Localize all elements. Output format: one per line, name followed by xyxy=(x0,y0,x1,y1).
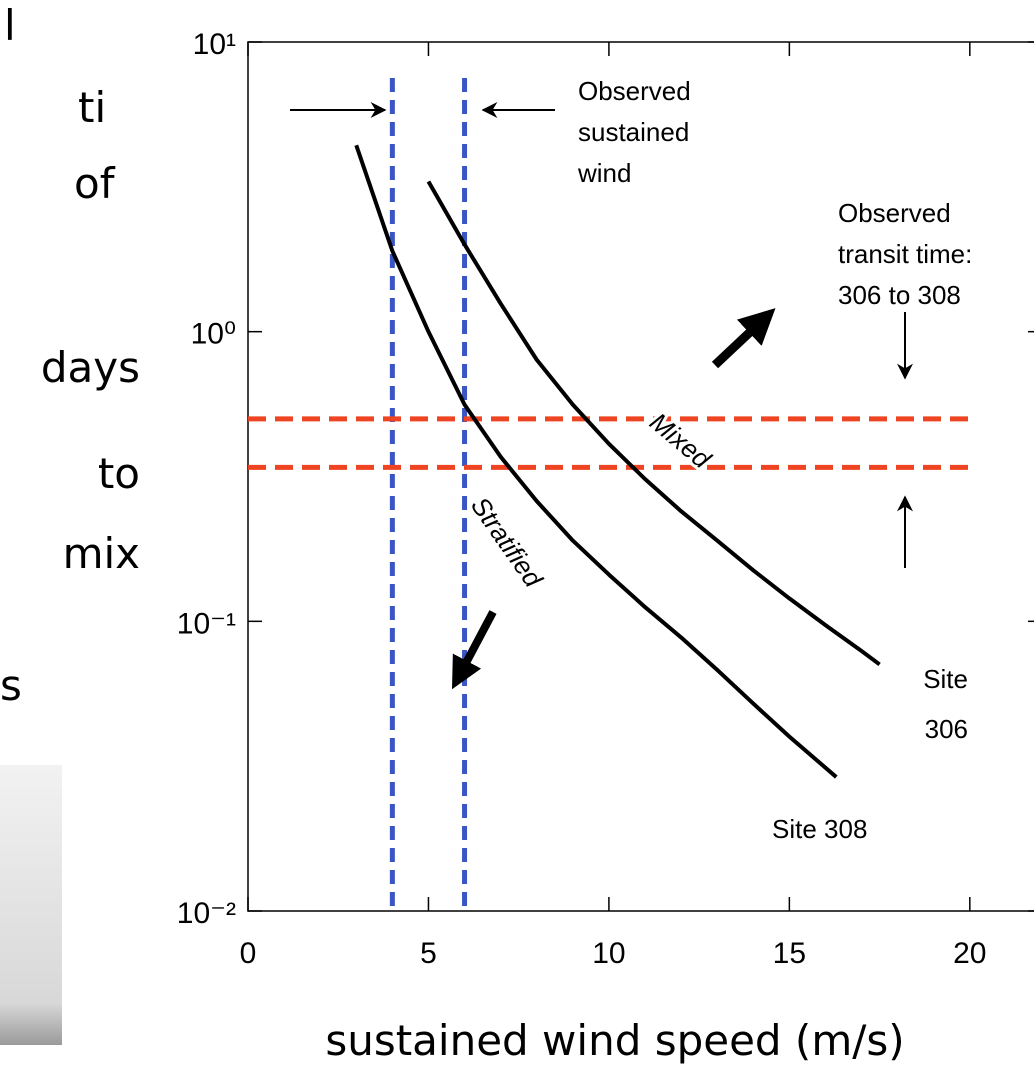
x-tick-label: 10 xyxy=(592,937,625,970)
x-tick-label: 0 xyxy=(240,937,257,970)
slide-fragment: of xyxy=(74,159,116,208)
photo-fragment xyxy=(0,765,62,1045)
annotation: Observed xyxy=(578,76,691,106)
slide-fragment: s xyxy=(0,661,22,710)
series-line xyxy=(426,180,881,667)
plot-frame xyxy=(247,41,1034,912)
y-axis-label: days xyxy=(41,343,140,392)
x-axis-label: sustained wind speed (m/s) xyxy=(325,1016,904,1065)
annotation: Observed xyxy=(838,198,951,228)
annotation: wind xyxy=(577,158,631,188)
y-tick-label: 10⁻¹ xyxy=(177,607,236,640)
x-tick-label: 20 xyxy=(953,937,986,970)
annotation: sustained xyxy=(578,117,689,147)
y-tick-label: 10¹ xyxy=(193,28,236,61)
y-tick-label: 10⁰ xyxy=(191,318,236,351)
series-label: 306 xyxy=(925,714,968,744)
annotation: Stratified xyxy=(465,491,549,594)
y-axis-label: mix xyxy=(63,529,140,578)
series-label: Site xyxy=(923,664,968,694)
series-label: Site 308 xyxy=(772,814,867,844)
slide-fragment: l xyxy=(4,1,16,50)
arrow xyxy=(452,610,497,690)
series-line xyxy=(354,144,838,779)
y-tick-label: 10⁻² xyxy=(177,897,236,930)
plot: 10⁻² 10⁻¹ 10⁰ 10¹ 0 5 10 15 20 xyxy=(177,28,1034,970)
annotation: transit time: xyxy=(838,239,972,269)
x-tick-label: 5 xyxy=(420,937,437,970)
y-axis-label: to xyxy=(98,449,140,498)
x-tick-label: 15 xyxy=(773,937,806,970)
arrow xyxy=(711,308,776,369)
annotation: 306 to 308 xyxy=(838,280,961,310)
slide-fragment: ti xyxy=(78,83,106,132)
